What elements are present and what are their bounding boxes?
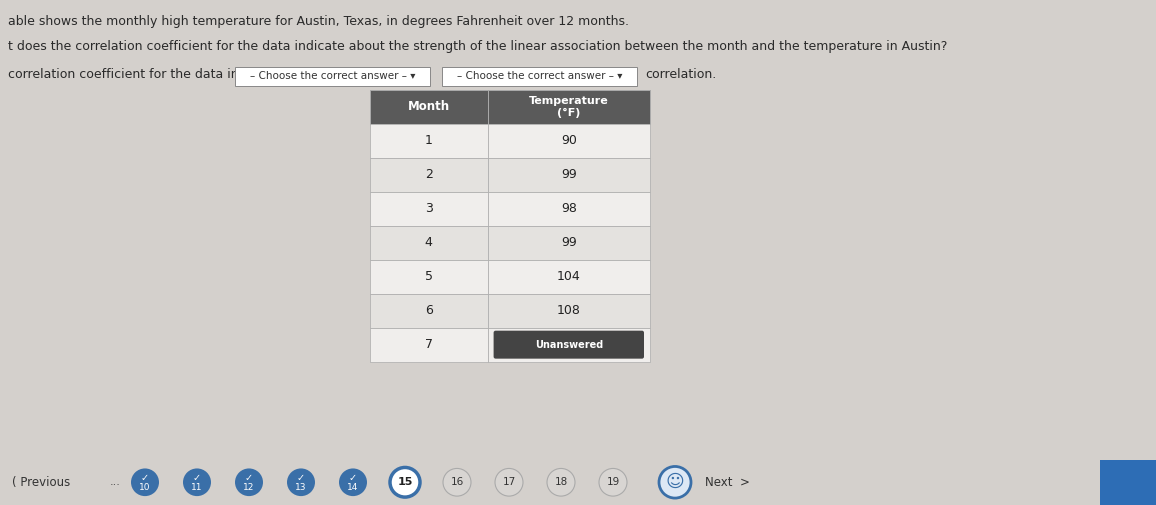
Circle shape xyxy=(599,469,627,496)
FancyBboxPatch shape xyxy=(370,158,488,192)
Text: 7: 7 xyxy=(424,338,432,351)
Circle shape xyxy=(443,469,470,496)
Text: able shows the monthly high temperature for Austin, Texas, in degrees Fahrenheit: able shows the monthly high temperature … xyxy=(8,15,629,28)
Circle shape xyxy=(339,469,366,496)
FancyBboxPatch shape xyxy=(488,294,650,328)
Text: 16: 16 xyxy=(451,477,464,487)
Circle shape xyxy=(183,469,212,496)
Text: ✓: ✓ xyxy=(297,473,305,483)
Text: ...: ... xyxy=(110,477,120,487)
Text: 108: 108 xyxy=(557,304,580,317)
Text: 6: 6 xyxy=(425,304,432,317)
Text: 90: 90 xyxy=(561,134,577,147)
Text: 5: 5 xyxy=(424,270,432,283)
Text: Unanswered: Unanswered xyxy=(535,340,603,349)
Text: 19: 19 xyxy=(607,477,620,487)
Text: Next  >: Next > xyxy=(705,476,750,489)
FancyBboxPatch shape xyxy=(494,331,644,359)
Text: 12: 12 xyxy=(243,483,254,492)
FancyBboxPatch shape xyxy=(370,192,488,226)
FancyBboxPatch shape xyxy=(370,260,488,294)
Text: 4: 4 xyxy=(425,236,432,249)
Text: ✓: ✓ xyxy=(245,473,253,483)
FancyBboxPatch shape xyxy=(488,226,650,260)
Text: 18: 18 xyxy=(555,477,568,487)
Text: ✓: ✓ xyxy=(193,473,201,483)
Circle shape xyxy=(390,468,420,497)
Circle shape xyxy=(547,469,575,496)
Text: ✓: ✓ xyxy=(141,473,149,483)
FancyBboxPatch shape xyxy=(488,328,650,362)
FancyBboxPatch shape xyxy=(370,124,488,158)
FancyBboxPatch shape xyxy=(370,294,488,328)
FancyBboxPatch shape xyxy=(488,124,650,158)
Text: 13: 13 xyxy=(295,483,306,492)
Text: t does the correlation coefficient for the data indicate about the strength of t: t does the correlation coefficient for t… xyxy=(8,40,948,53)
Text: 14: 14 xyxy=(347,483,358,492)
Text: 10: 10 xyxy=(139,483,150,492)
Text: 1: 1 xyxy=(425,134,432,147)
Circle shape xyxy=(287,469,314,496)
FancyBboxPatch shape xyxy=(488,192,650,226)
Text: 99: 99 xyxy=(561,236,577,249)
Text: 2: 2 xyxy=(425,168,432,181)
Text: 98: 98 xyxy=(561,203,577,215)
FancyBboxPatch shape xyxy=(488,90,650,124)
Text: 11: 11 xyxy=(191,483,202,492)
Text: 99: 99 xyxy=(561,168,577,181)
Text: – Choose the correct answer – ▾: – Choose the correct answer – ▾ xyxy=(457,71,622,81)
Circle shape xyxy=(131,469,160,496)
Text: 15: 15 xyxy=(398,477,413,487)
FancyBboxPatch shape xyxy=(370,90,488,124)
Circle shape xyxy=(659,467,691,498)
Text: correlation.: correlation. xyxy=(645,68,717,81)
Text: 3: 3 xyxy=(425,203,432,215)
Text: 104: 104 xyxy=(557,270,580,283)
Text: Temperature
(°F): Temperature (°F) xyxy=(529,96,609,118)
FancyBboxPatch shape xyxy=(488,260,650,294)
Circle shape xyxy=(235,469,264,496)
FancyBboxPatch shape xyxy=(235,67,430,86)
Text: ( Previous: ( Previous xyxy=(12,476,71,489)
FancyBboxPatch shape xyxy=(1101,460,1156,505)
Text: ✓: ✓ xyxy=(349,473,357,483)
FancyBboxPatch shape xyxy=(370,328,488,362)
Text: – Choose the correct answer – ▾: – Choose the correct answer – ▾ xyxy=(250,71,415,81)
FancyBboxPatch shape xyxy=(488,158,650,192)
Text: correlation coefficient for the data indicates a: correlation coefficient for the data ind… xyxy=(8,68,296,81)
FancyBboxPatch shape xyxy=(370,226,488,260)
Text: 17: 17 xyxy=(503,477,516,487)
Text: ☺: ☺ xyxy=(666,473,684,491)
Circle shape xyxy=(495,469,523,496)
FancyBboxPatch shape xyxy=(442,67,637,86)
Text: Month: Month xyxy=(408,100,450,114)
